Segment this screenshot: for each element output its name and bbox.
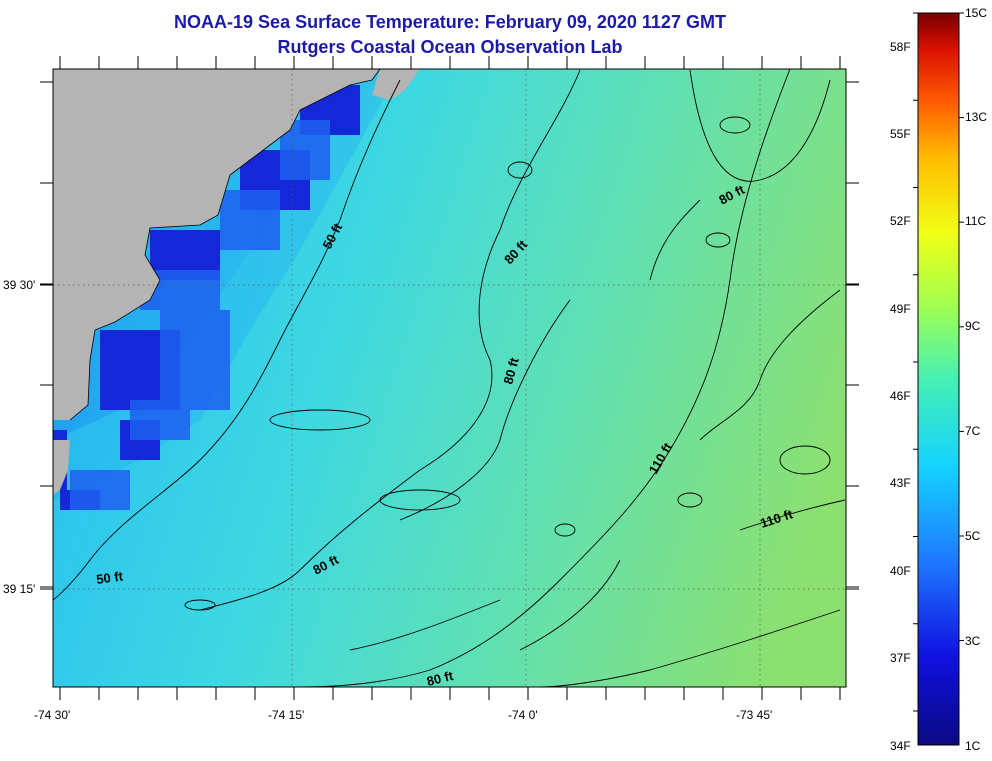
land-new-jersey — [53, 69, 380, 420]
map-subtitle: Rutgers Coastal Ocean Observation Lab — [277, 37, 623, 57]
depth-label: 80 ft — [500, 355, 522, 385]
colorbar-f-label: 49F — [890, 302, 911, 316]
colorbar-c-label: 5C — [965, 529, 981, 543]
colorbar-c-label: 15C — [965, 6, 987, 20]
lon-label: -74 30' — [34, 708, 70, 722]
colorbar-c-label: 9C — [965, 319, 981, 333]
graticule — [53, 69, 846, 687]
colorbar-f-label: 46F — [890, 389, 911, 403]
lat-label: 39 15' — [3, 582, 35, 596]
colorbar-f-label: 58F — [890, 40, 911, 54]
colorbar — [917, 12, 960, 746]
lon-label: -73 45' — [736, 708, 772, 722]
colorbar-labels: 58F 55F 52F 49F 46F 43F 40F 37F 34F 15C … — [890, 6, 987, 753]
lon-label: -74 0' — [508, 708, 538, 722]
axis-ticks — [40, 56, 859, 700]
depth-label: 50 ft — [95, 568, 124, 587]
bathymetry-contours — [53, 69, 846, 687]
depth-label: 80 ft — [425, 668, 455, 689]
colorbar-c-label: 1C — [965, 739, 981, 753]
colorbar-f-label: 37F — [890, 651, 911, 665]
colorbar-f-label: 34F — [890, 739, 911, 753]
colorbar-c-label: 7C — [965, 424, 981, 438]
colorbar-f-label: 55F — [890, 127, 911, 141]
colorbar-c-label: 13C — [965, 110, 987, 124]
colorbar-c-label: 3C — [965, 634, 981, 648]
colorbar-f-label: 43F — [890, 476, 911, 490]
colorbar-c-label: 11C — [965, 214, 986, 228]
lat-label: 39 30' — [3, 278, 35, 292]
colorbar-f-label: 40F — [890, 564, 911, 578]
lon-label: -74 15' — [268, 708, 304, 722]
colorbar-f-label: 52F — [890, 214, 911, 228]
map-title: NOAA-19 Sea Surface Temperature: Februar… — [174, 12, 726, 32]
